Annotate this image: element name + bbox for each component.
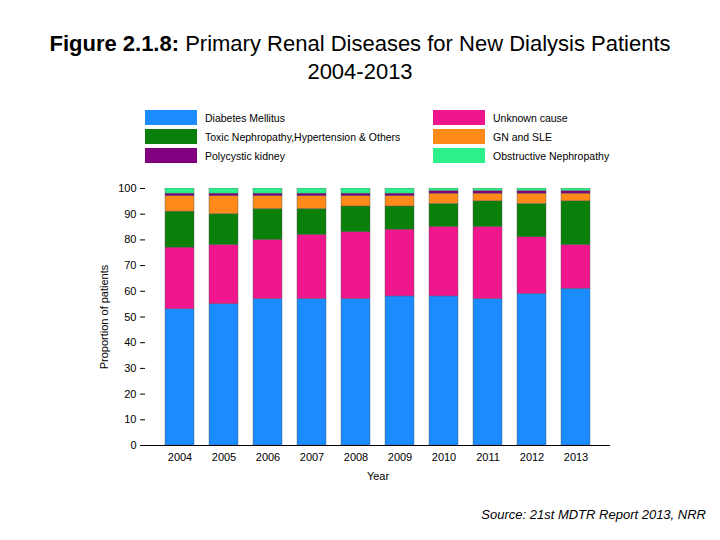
svg-text:Year: Year (367, 470, 390, 482)
svg-text:50: 50 (124, 311, 136, 323)
svg-text:2009: 2009 (388, 451, 412, 463)
svg-text:2012: 2012 (520, 451, 544, 463)
svg-text:Proportion of patients: Proportion of patients (98, 264, 110, 369)
svg-text:10: 10 (124, 413, 136, 425)
svg-text:2010: 2010 (432, 451, 456, 463)
html-text:Obstructive Nephropathy: Obstructive Nephropathy (493, 149, 610, 162)
svg-text:80: 80 (124, 233, 136, 245)
html-text:Diabetes Mellitus: Diabetes Mellitus (205, 111, 285, 124)
html-text:Polycystic kidney: Polycystic kidney (205, 149, 285, 162)
html-text:Source: 21st MDTR Report 2013,: Source: 21st MDTR Report 2013, NRR (481, 507, 706, 522)
svg-text:2007: 2007 (300, 451, 324, 463)
svg-text:30: 30 (124, 362, 136, 374)
svg-text:100: 100 (118, 182, 136, 194)
svg-text:2013: 2013 (564, 451, 588, 463)
svg-text:90: 90 (124, 208, 136, 220)
html-text:GN and SLE: GN and SLE (493, 130, 552, 143)
svg-text:40: 40 (124, 336, 136, 348)
svg-text:2005: 2005 (212, 451, 236, 463)
svg-text:20: 20 (124, 388, 136, 400)
html-text:Figure 2.1.8: Primary Renal Di: Figure 2.1.8: Primary Renal Diseases for… (49, 31, 671, 84)
html-text:Toxic Nephropathy,Hypertension: Toxic Nephropathy,Hypertension & Others (205, 130, 401, 143)
svg-text:0: 0 (130, 439, 136, 451)
svg-text:2006: 2006 (256, 451, 280, 463)
svg-text:2011: 2011 (476, 451, 500, 463)
svg-text:60: 60 (124, 285, 136, 297)
svg-text:2008: 2008 (344, 451, 368, 463)
svg-text:2004: 2004 (168, 451, 192, 463)
svg-text:70: 70 (124, 259, 136, 271)
html-text:Unknown cause: Unknown cause (493, 111, 568, 124)
